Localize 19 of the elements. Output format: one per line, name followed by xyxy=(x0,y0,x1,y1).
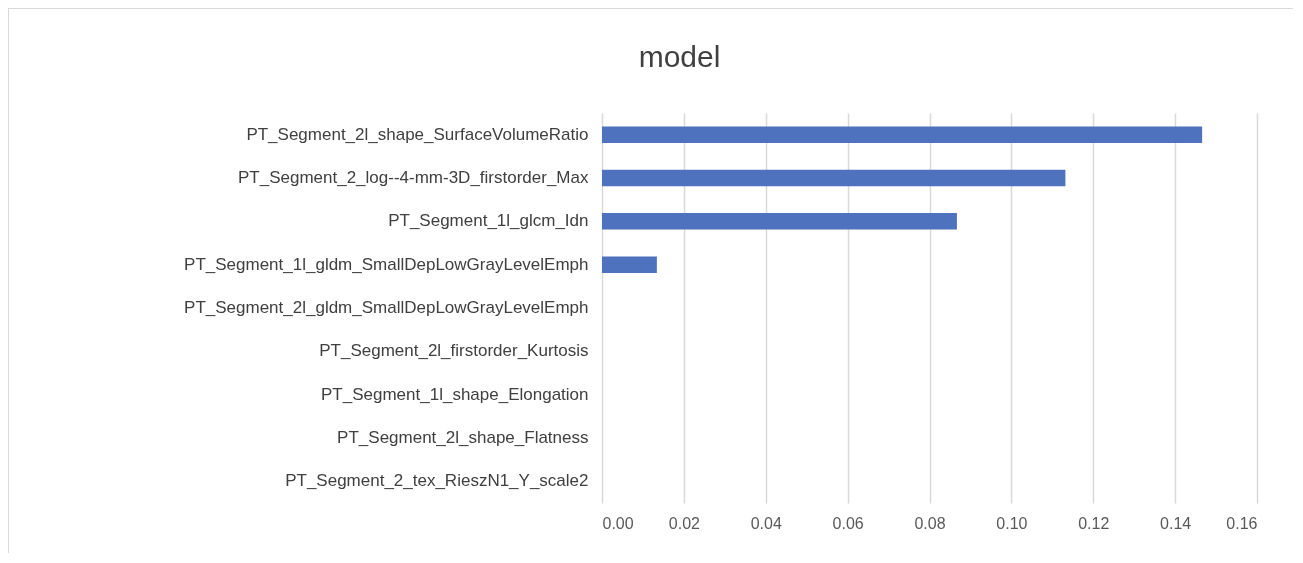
y-tick-label: PT_Segment_2l_shape_Flatness xyxy=(337,428,589,447)
x-tick-label: 0.08 xyxy=(914,514,946,532)
x-tick-label: 0.00 xyxy=(602,514,634,532)
y-tick-label: PT_Segment_1l_shape_Elongation xyxy=(321,384,589,404)
x-tick-label: 0.12 xyxy=(1078,514,1110,532)
x-tick-label: 0.16 xyxy=(1226,514,1258,532)
chart-title: model xyxy=(638,40,721,73)
y-tick-label: PT_Segment_1l_gldm_SmallDepLowGrayLevelEmph xyxy=(184,254,589,274)
y-tick-label: PT_Segment_2l_firstorder_Kurtosis xyxy=(319,341,589,361)
y-tick-label: PT_Segment_2_log--4-mm-3D_firstorder_Max xyxy=(237,168,589,187)
x-tick-label: 0.04 xyxy=(750,514,782,532)
y-tick-label: PT_Segment_2l_gldm_SmallDepLowGrayLevelEmph xyxy=(184,298,589,317)
x-tick-label: 0.02 xyxy=(668,514,701,532)
y-tick-label: PT_Segment_1l_glcm_Idn xyxy=(388,211,589,231)
y-tick-label: PT_Segment_2_tex_RieszN1_Y_scale2 xyxy=(285,471,589,491)
y-tick-label: PT_Segment_2l_shape_SurfaceVolumeRatio xyxy=(246,124,589,144)
x-tick-label: 0.06 xyxy=(832,514,864,532)
x-tick-label: 0.14 xyxy=(1160,514,1192,532)
x-tick-label: 0.10 xyxy=(996,514,1028,532)
